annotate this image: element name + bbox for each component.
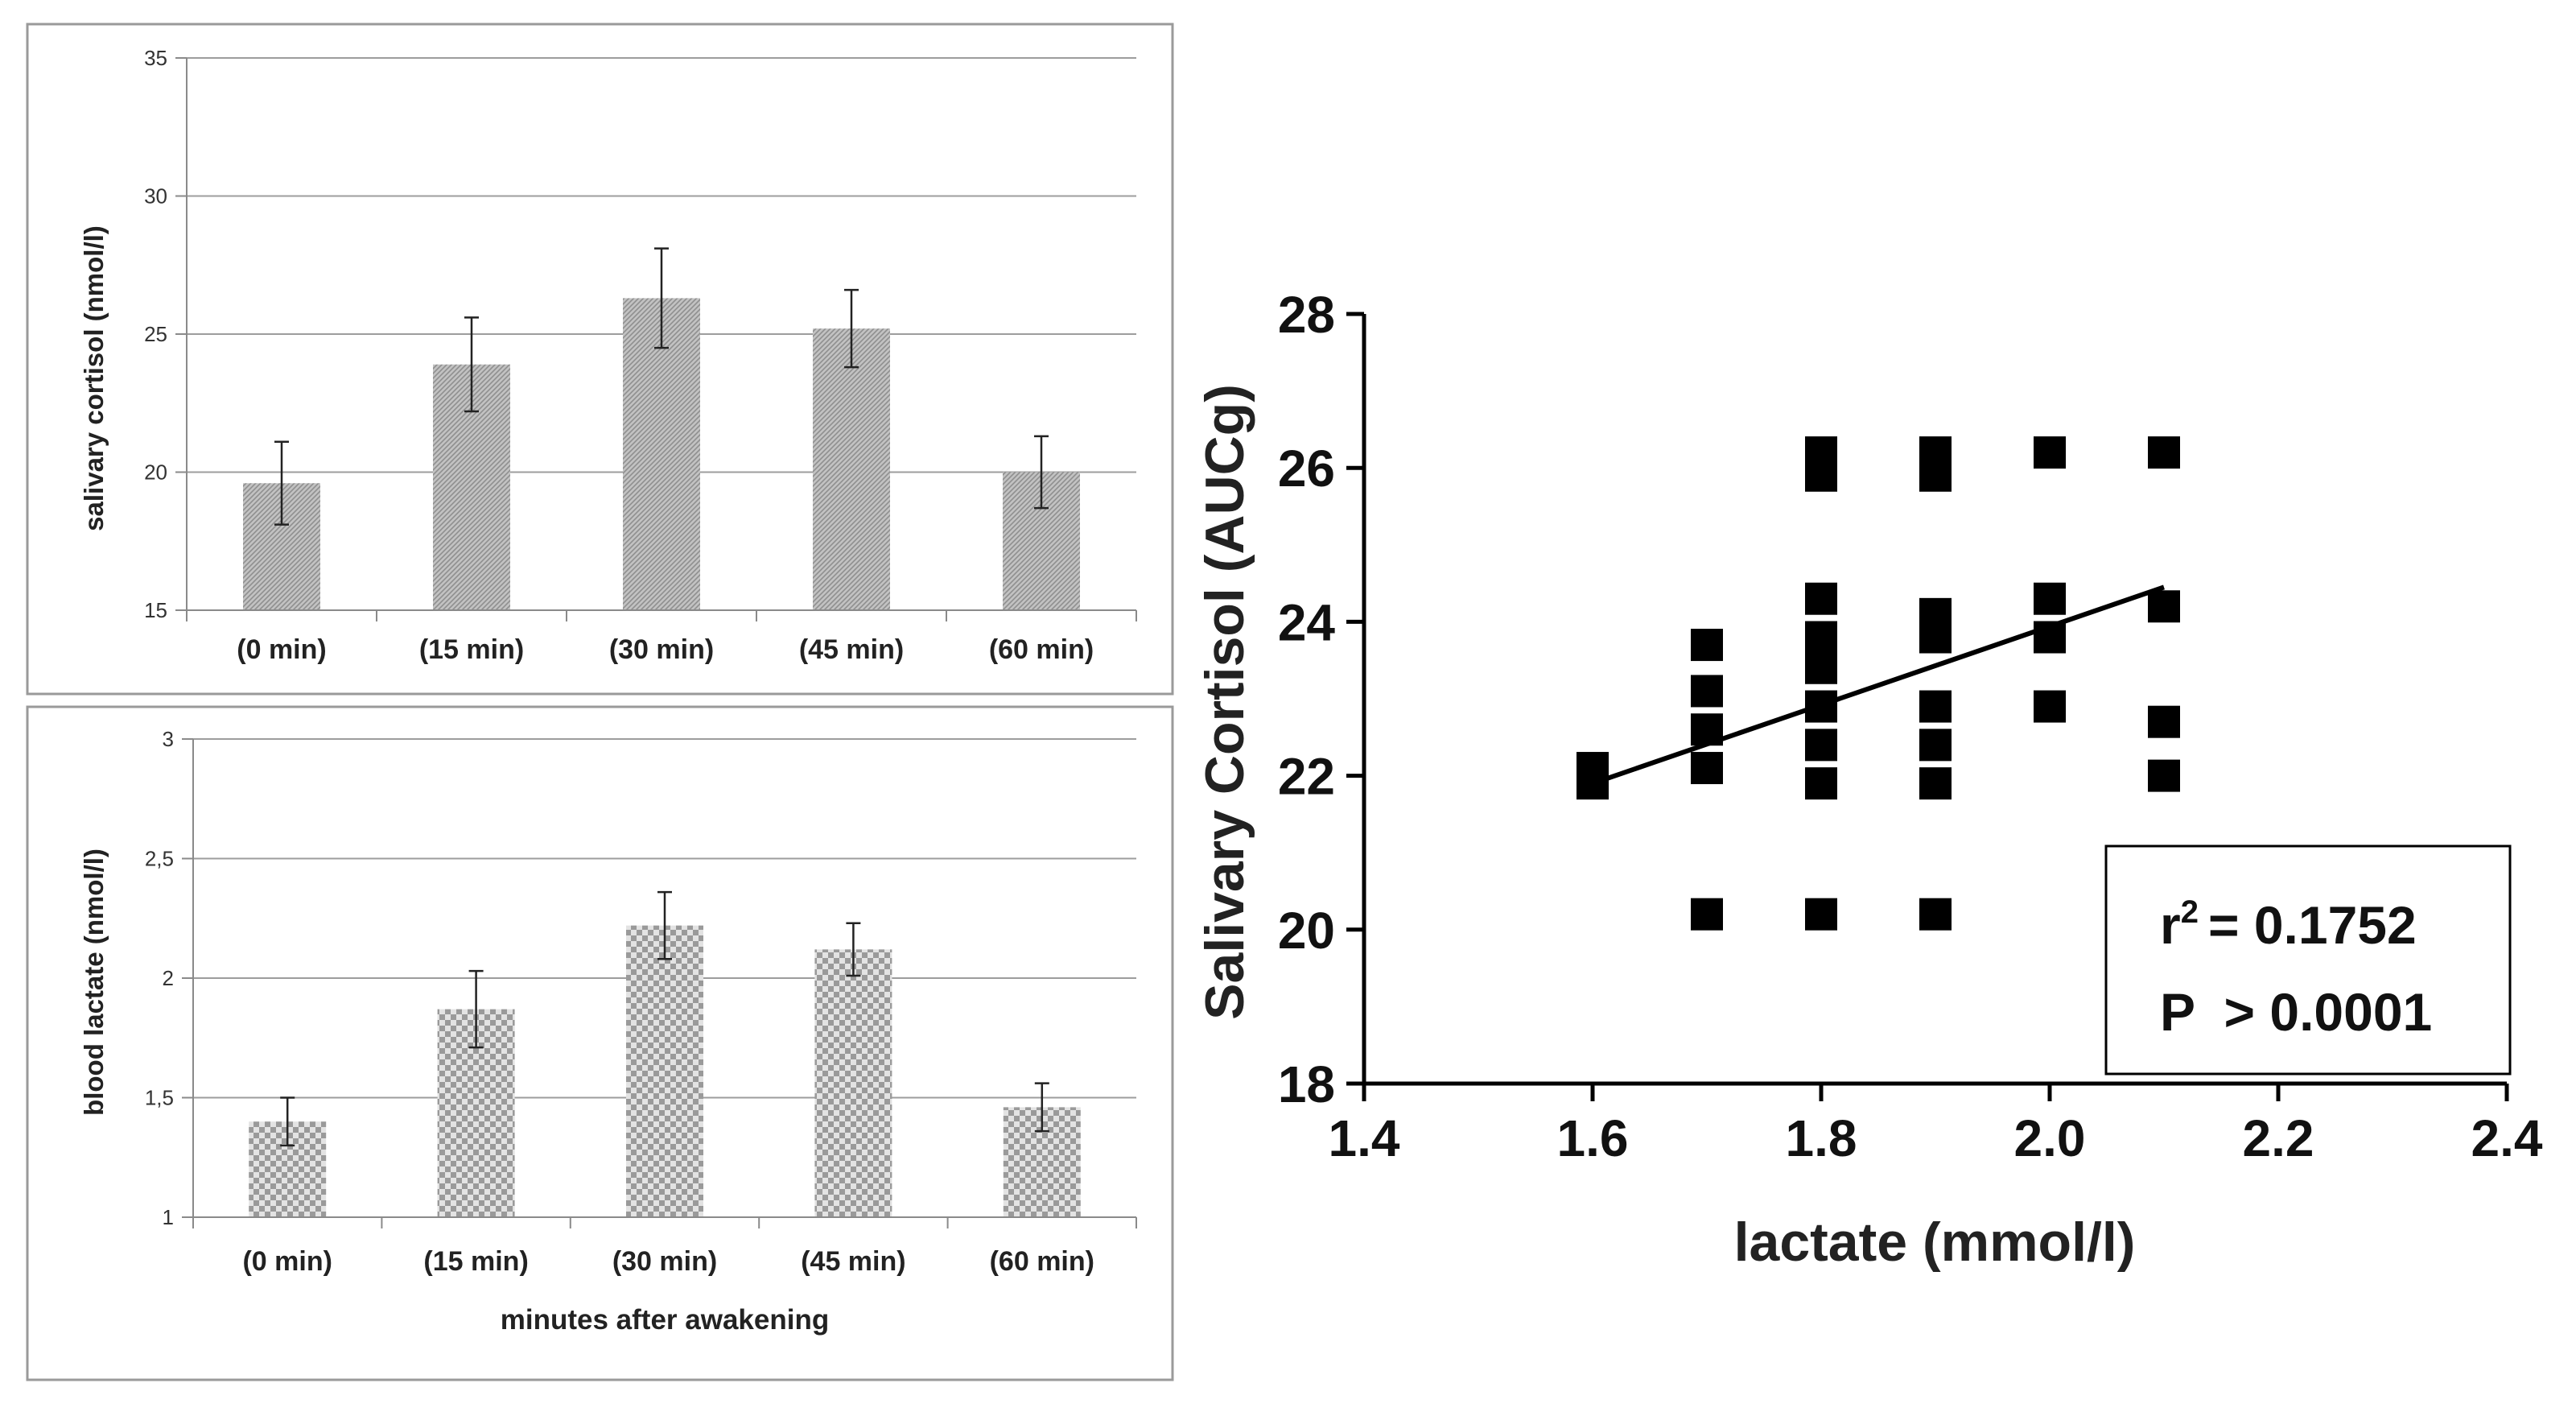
lactate-y-axis-label: blood lactate (nmol/l) xyxy=(79,849,109,1116)
scatter-point xyxy=(1805,436,1837,469)
cortisol-bar-chart: 15 20 25 30 35 (0 min) (15 min) (30 min) (45 mi… xyxy=(26,23,1174,696)
scatter-y-tick-label: 20 xyxy=(1278,902,1335,960)
scatter-points xyxy=(1577,436,2180,931)
scatter-y-axis-label: Salivary Cortisol (AUCg) xyxy=(1194,384,1255,1020)
scatter-point xyxy=(2148,759,2180,792)
scatter-point xyxy=(1919,597,1952,630)
r-squared-value: = 0.1752 xyxy=(2208,895,2417,955)
scatter-point xyxy=(1691,898,1723,931)
x-tick-label: (15 min) xyxy=(419,634,524,665)
x-tick-label: (60 min) xyxy=(990,1246,1094,1277)
scatter-point xyxy=(2034,582,2066,615)
x-tick-label: (60 min) xyxy=(989,634,1094,665)
bar xyxy=(626,925,703,1217)
regression-line xyxy=(1592,584,2165,786)
bar xyxy=(623,298,700,610)
x-tick-label: (0 min) xyxy=(242,1246,332,1277)
scatter-x-tick-label: 2.4 xyxy=(2471,1109,2543,1167)
scatter-x-tick-label: 1.8 xyxy=(1786,1109,1857,1167)
scatter-point xyxy=(1805,729,1837,762)
scatter-point xyxy=(1919,898,1952,931)
scatter-y-tick-labels: 18 20 22 24 26 28 xyxy=(1278,286,1336,1113)
scatter-point xyxy=(1805,767,1837,800)
bar xyxy=(814,949,892,1217)
y-tick-label: 1,5 xyxy=(145,1086,174,1110)
x-tick-label: (15 min) xyxy=(423,1246,528,1277)
scatter-point xyxy=(2148,590,2180,623)
scatter-point xyxy=(1805,582,1837,615)
cortisol-y-axis-label: salivary cortisol (nmol/l) xyxy=(79,225,109,531)
r-squared-superscript: 2 xyxy=(2181,894,2199,930)
lactate-x-axis-label: minutes after awakening xyxy=(501,1304,829,1336)
r-symbol: r xyxy=(2160,895,2181,955)
y-tick-label: 2 xyxy=(163,966,174,990)
scatter-y-tick-label: 24 xyxy=(1278,593,1336,651)
x-tick-label: (30 min) xyxy=(612,1246,717,1277)
cortisol-y-tick-labels: 15 20 25 30 35 xyxy=(144,46,167,622)
bar xyxy=(813,328,890,610)
scatter-point xyxy=(1919,690,1952,723)
scatter-y-tick-label: 18 xyxy=(1278,1055,1335,1113)
lactate-y-tick-labels: 1 1,5 2 2,5 3 xyxy=(145,727,174,1229)
scatter-x-tick-label: 1.6 xyxy=(1557,1109,1629,1167)
r-squared-label: r2 = 0.1752 xyxy=(2160,894,2417,955)
scatter-point xyxy=(2034,436,2066,469)
x-tick-label: (45 min) xyxy=(799,634,904,665)
scatter-axes xyxy=(1346,312,2509,1101)
scatter-point xyxy=(1691,752,1723,785)
scatter-point xyxy=(2148,705,2180,738)
scatter-point xyxy=(1691,675,1723,708)
scatter-point xyxy=(1805,898,1837,931)
cortisol-panel-frame xyxy=(26,23,1174,696)
lactate-x-tick-labels: (0 min) (15 min) (30 min) (45 min) (60 min) xyxy=(242,1246,1094,1277)
cortisol-x-tick-labels: (0 min) (15 min) (30 min) (45 min) (60 min) xyxy=(237,634,1094,665)
scatter-point xyxy=(1805,621,1837,654)
lactate-bar-chart: 1 1,5 2 2,5 3 (0 min) (15 min) (30 min) (45 min… xyxy=(26,705,1174,1381)
y-tick-label: 15 xyxy=(144,598,167,622)
p-value-label: P > 0.0001 xyxy=(2160,982,2432,1042)
stats-annotation-box: r2 = 0.1752 P > 0.0001 xyxy=(2104,844,2512,1076)
lactate-bars xyxy=(249,925,1081,1217)
x-tick-label: (0 min) xyxy=(237,634,326,665)
scatter-chart: 18 20 22 24 26 28 1.4 1.6 1.8 2.0 2.2 2.4 Salivary… xyxy=(1194,286,2543,1273)
scatter-point xyxy=(1691,629,1723,662)
y-tick-label: 1 xyxy=(163,1205,174,1229)
y-tick-label: 25 xyxy=(144,322,167,346)
scatter-point xyxy=(1919,436,1952,469)
y-tick-label: 2,5 xyxy=(145,847,174,871)
scatter-point xyxy=(2034,690,2066,723)
x-tick-label: (30 min) xyxy=(609,634,714,665)
x-tick-label: (45 min) xyxy=(801,1246,905,1277)
y-tick-label: 30 xyxy=(144,184,167,209)
y-tick-label: 35 xyxy=(144,46,167,70)
stats-box-frame xyxy=(2104,844,2512,1076)
scatter-x-tick-label: 2.0 xyxy=(2014,1109,2086,1167)
scatter-x-tick-label: 2.2 xyxy=(2243,1109,2314,1167)
scatter-point xyxy=(1919,729,1952,762)
scatter-point xyxy=(2148,436,2180,469)
y-tick-label: 20 xyxy=(144,460,167,485)
scatter-x-tick-labels: 1.4 1.6 1.8 2.0 2.2 2.4 xyxy=(1329,1109,2543,1167)
scatter-x-axis-label: lactate (mmol/l) xyxy=(1734,1212,2136,1273)
lactate-error-bars xyxy=(280,890,1049,1147)
scatter-y-tick-label: 28 xyxy=(1278,286,1335,344)
scatter-y-tick-label: 22 xyxy=(1278,748,1335,806)
scatter-point xyxy=(1805,651,1837,684)
scatter-x-tick-label: 1.4 xyxy=(1329,1109,1400,1167)
lactate-axes xyxy=(182,738,1137,1228)
scatter-y-tick-label: 26 xyxy=(1278,440,1335,498)
cortisol-axes xyxy=(175,57,1137,621)
cortisol-error-bars xyxy=(274,247,1049,526)
lactate-panel-frame xyxy=(26,705,1174,1381)
y-tick-label: 3 xyxy=(163,727,174,751)
scatter-point xyxy=(1919,767,1952,800)
